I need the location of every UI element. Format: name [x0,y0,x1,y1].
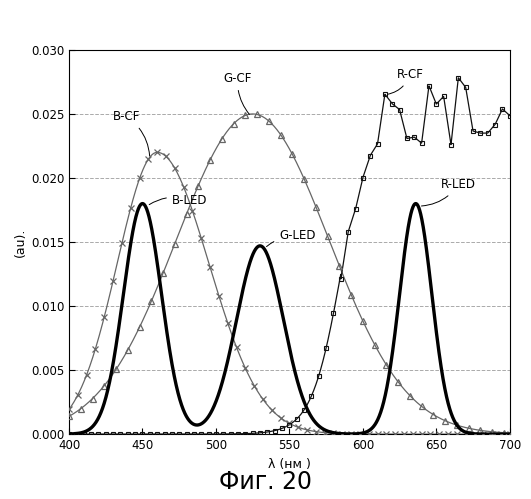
Text: B-CF: B-CF [113,110,150,156]
Text: G-CF: G-CF [223,72,252,114]
X-axis label: λ (нм ): λ (нм ) [268,458,311,471]
Text: B-LED: B-LED [149,194,208,207]
Y-axis label: (au).: (au). [14,228,27,256]
Text: G-LED: G-LED [267,230,315,247]
Text: Фиг. 20: Фиг. 20 [219,470,312,494]
Text: R-LED: R-LED [422,178,476,206]
Text: R-CF: R-CF [388,68,424,94]
